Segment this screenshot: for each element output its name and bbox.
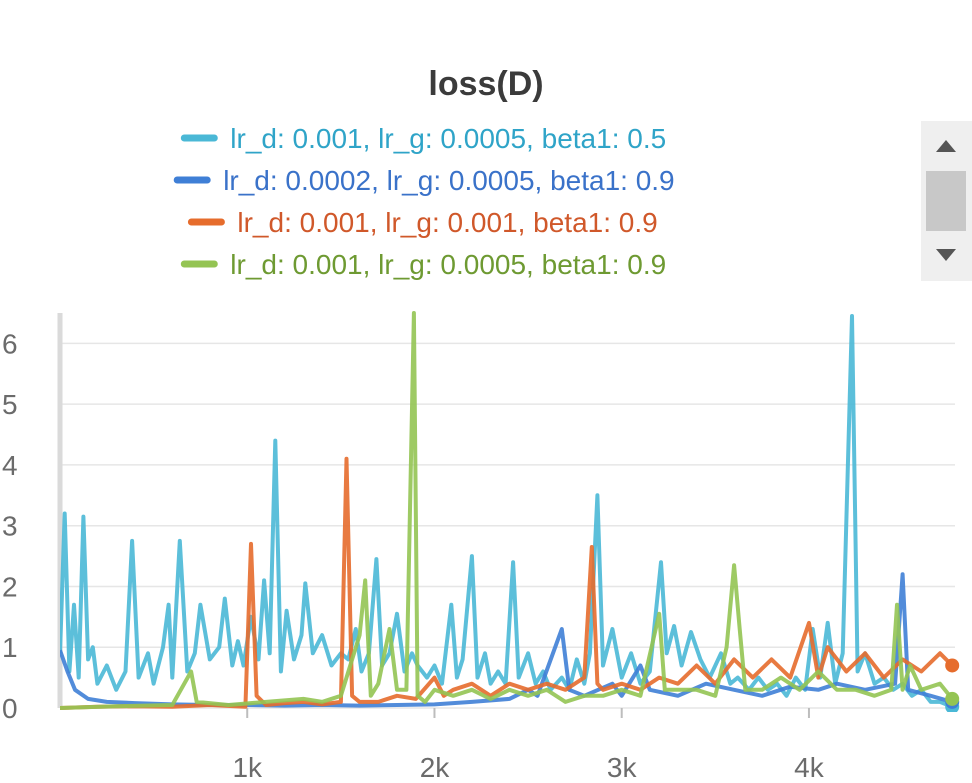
legend-item[interactable]: lr_d: 0.001, lr_g: 0.001, beta1: 0.9 [187,207,658,238]
series-line [60,311,954,710]
x-tick-label: 2k [420,752,451,783]
legend-item[interactable]: lr_d: 0.001, lr_g: 0.0005, beta1: 0.9 [180,249,666,280]
y-tick-label: 2 [2,571,18,602]
legend-scrollbar[interactable] [921,121,972,281]
x-axis-ticks: 1k 2k 3k 4k [232,708,825,783]
series-group [60,456,960,710]
x-tick-label: 4k [794,752,825,783]
x-tick-label: 1k [232,752,263,783]
legend: lr_d: 0.001, lr_g: 0.0005, beta1: 0.5 lr_… [173,123,675,280]
legend-label: lr_d: 0.0002, lr_g: 0.0005, beta1: 0.9 [223,165,674,196]
legend-item[interactable]: lr_d: 0.001, lr_g: 0.0005, beta1: 0.5 [180,123,666,154]
y-tick-label: 3 [2,511,18,542]
series-line [60,314,953,709]
y-tick-label: 1 [2,632,18,663]
y-tick-label: 5 [2,389,18,420]
y-tick-label: 6 [2,328,18,359]
series-group [60,311,960,710]
plot-area [60,311,960,712]
series-endpoint [945,658,960,673]
legend-scroll-thumb[interactable] [926,171,966,231]
y-tick-label: 4 [2,450,18,481]
legend-label: lr_d: 0.001, lr_g: 0.0005, beta1: 0.9 [230,249,666,280]
scroll-down-arrow-icon[interactable] [936,249,956,261]
x-tick-label: 3k [607,752,638,783]
series-line [60,456,954,710]
legend-label: lr_d: 0.001, lr_g: 0.0005, beta1: 0.5 [230,123,666,154]
legend-item[interactable]: lr_d: 0.0002, lr_g: 0.0005, beta1: 0.9 [173,165,675,196]
legend-label: lr_d: 0.001, lr_g: 0.001, beta1: 0.9 [237,207,657,238]
series-endpoint [945,691,960,706]
chart-title: loss(D) [428,65,543,103]
scroll-up-arrow-icon[interactable] [936,140,956,152]
y-tick-label: 0 [2,693,18,724]
y-axis-ticks: 0 1 2 3 4 5 6 [2,328,18,724]
